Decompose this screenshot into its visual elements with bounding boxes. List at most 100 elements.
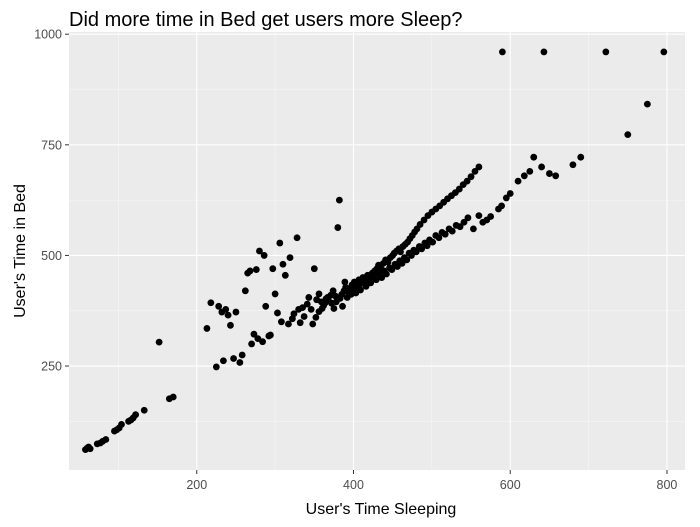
y-tick-label: 250 — [41, 360, 62, 374]
data-point — [335, 196, 343, 204]
data-point — [569, 161, 577, 169]
data-point — [418, 245, 426, 253]
gridlines — [69, 32, 685, 470]
data-point — [378, 274, 386, 281]
data-point — [285, 320, 292, 328]
data-point — [467, 173, 475, 181]
data-point — [383, 270, 390, 278]
data-point — [602, 48, 610, 56]
data-point — [330, 305, 338, 312]
plot-panel — [69, 32, 685, 470]
data-point — [230, 355, 237, 362]
data-point — [577, 153, 585, 161]
data-point — [506, 190, 514, 197]
data-point — [203, 325, 211, 332]
data-point — [552, 172, 560, 180]
data-point — [296, 319, 304, 327]
data-point — [212, 363, 220, 371]
data-point — [246, 267, 254, 275]
data-point — [293, 234, 301, 242]
data-point — [357, 286, 364, 294]
data-point — [367, 279, 375, 287]
data-point — [269, 265, 277, 273]
data-point — [118, 421, 125, 428]
data-point — [321, 299, 329, 307]
data-point — [460, 218, 468, 226]
data-point — [412, 248, 420, 256]
data-point — [140, 406, 148, 414]
data-point — [336, 294, 344, 302]
x-tick-label: 800 — [657, 478, 678, 492]
data-point — [397, 248, 404, 256]
data-point — [276, 239, 284, 247]
data-point — [241, 287, 249, 295]
data-point — [260, 252, 268, 259]
data-point — [224, 311, 232, 319]
data-point — [475, 163, 483, 171]
data-point — [483, 216, 491, 224]
data-point — [262, 302, 270, 310]
data-point — [455, 185, 463, 193]
data-point — [318, 305, 326, 312]
data-point — [464, 214, 472, 222]
data-point — [324, 294, 332, 301]
data-point — [471, 167, 479, 175]
data-point — [538, 163, 545, 171]
data-point — [312, 313, 320, 321]
data-point — [441, 230, 449, 238]
data-point — [155, 338, 163, 346]
data-point — [305, 294, 313, 301]
data-point — [329, 287, 337, 295]
y-tick-label: 500 — [41, 249, 62, 263]
data-point — [279, 260, 287, 268]
data-point — [102, 436, 110, 443]
data-point — [341, 278, 349, 286]
data-point — [299, 304, 306, 312]
data-point — [281, 271, 289, 279]
y-axis-title: User's Time in Bed — [12, 184, 29, 318]
data-point — [520, 172, 528, 180]
data-point — [290, 310, 298, 318]
data-point — [300, 313, 308, 320]
data-point — [315, 290, 323, 298]
data-point — [238, 351, 246, 359]
data-point — [252, 266, 260, 273]
data-point — [498, 48, 506, 56]
x-tick-label: 600 — [500, 478, 521, 492]
data-points — [82, 48, 668, 454]
data-point — [232, 308, 240, 316]
data-point — [248, 340, 256, 348]
data-point — [334, 224, 342, 231]
data-point — [219, 357, 227, 365]
data-point — [624, 131, 632, 139]
data-point — [227, 321, 234, 329]
data-point — [309, 320, 317, 328]
data-point — [207, 299, 215, 307]
data-point — [236, 359, 244, 366]
data-point — [259, 338, 266, 346]
data-point — [456, 223, 464, 231]
data-point — [274, 309, 281, 317]
x-axis-title: User's Time Sleeping — [306, 501, 457, 518]
y-tick-label: 750 — [41, 138, 62, 152]
data-point — [495, 205, 502, 213]
data-point — [388, 266, 396, 273]
data-point — [416, 221, 424, 228]
data-point — [398, 259, 406, 267]
data-point — [420, 216, 428, 224]
data-point — [660, 48, 668, 56]
data-point — [429, 238, 437, 246]
data-point — [310, 265, 318, 273]
data-point — [215, 302, 223, 310]
data-point — [132, 411, 140, 419]
data-point — [475, 212, 483, 220]
data-point — [514, 177, 522, 185]
data-point — [469, 225, 477, 233]
axes: 200 400 600 800 250 500 750 1000 — [34, 28, 677, 492]
data-point — [339, 302, 346, 310]
data-point — [408, 252, 415, 259]
data-point — [277, 318, 285, 326]
data-point — [643, 100, 651, 108]
data-point — [222, 306, 230, 313]
